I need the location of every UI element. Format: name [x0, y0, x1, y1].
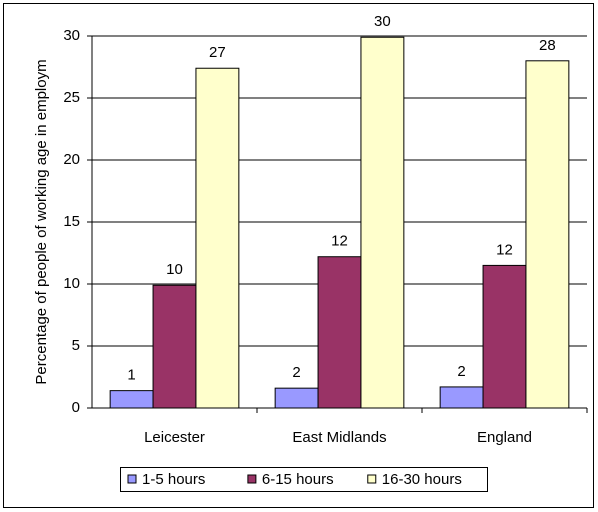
- data-label: 2: [457, 363, 465, 380]
- bar: [317, 256, 362, 409]
- chart-frame: [3, 3, 594, 508]
- legend-box: [120, 467, 488, 492]
- x-tick-label: Leicester: [144, 429, 205, 446]
- data-label: 12: [496, 241, 513, 258]
- legend-label: 1-5 hours: [142, 471, 205, 488]
- x-tick-label: East Midlands: [292, 429, 386, 446]
- bar: [274, 387, 319, 409]
- bar: [152, 284, 197, 409]
- bar: [525, 60, 570, 409]
- y-tick-label: 30: [63, 27, 80, 44]
- data-label: 27: [209, 44, 226, 61]
- y-tick-label: 10: [63, 275, 80, 292]
- x-tick-label: England: [477, 429, 532, 446]
- bar: [482, 264, 527, 409]
- data-label: 30: [374, 13, 391, 30]
- y-tick-label: 5: [72, 337, 80, 354]
- legend-swatch: [247, 474, 257, 484]
- y-axis-label: Percentage of people of working age in e…: [33, 59, 50, 384]
- y-tick-label: 25: [63, 89, 80, 106]
- y-tick-label: 15: [63, 213, 80, 230]
- legend-label: 16-30 hours: [382, 471, 462, 488]
- legend-label: 6-15 hours: [262, 471, 334, 488]
- data-label: 10: [166, 261, 183, 278]
- legend-swatch: [127, 474, 137, 484]
- bar: [360, 36, 405, 409]
- bar: [439, 386, 484, 409]
- bar: [195, 67, 240, 409]
- data-label: 28: [539, 37, 556, 54]
- data-label: 2: [292, 364, 300, 381]
- data-label: 12: [331, 233, 348, 250]
- bar: [109, 390, 154, 409]
- y-tick-label: 20: [63, 151, 80, 168]
- data-label: 1: [127, 367, 135, 384]
- legend-swatch: [367, 474, 377, 484]
- y-tick-label: 0: [72, 399, 80, 416]
